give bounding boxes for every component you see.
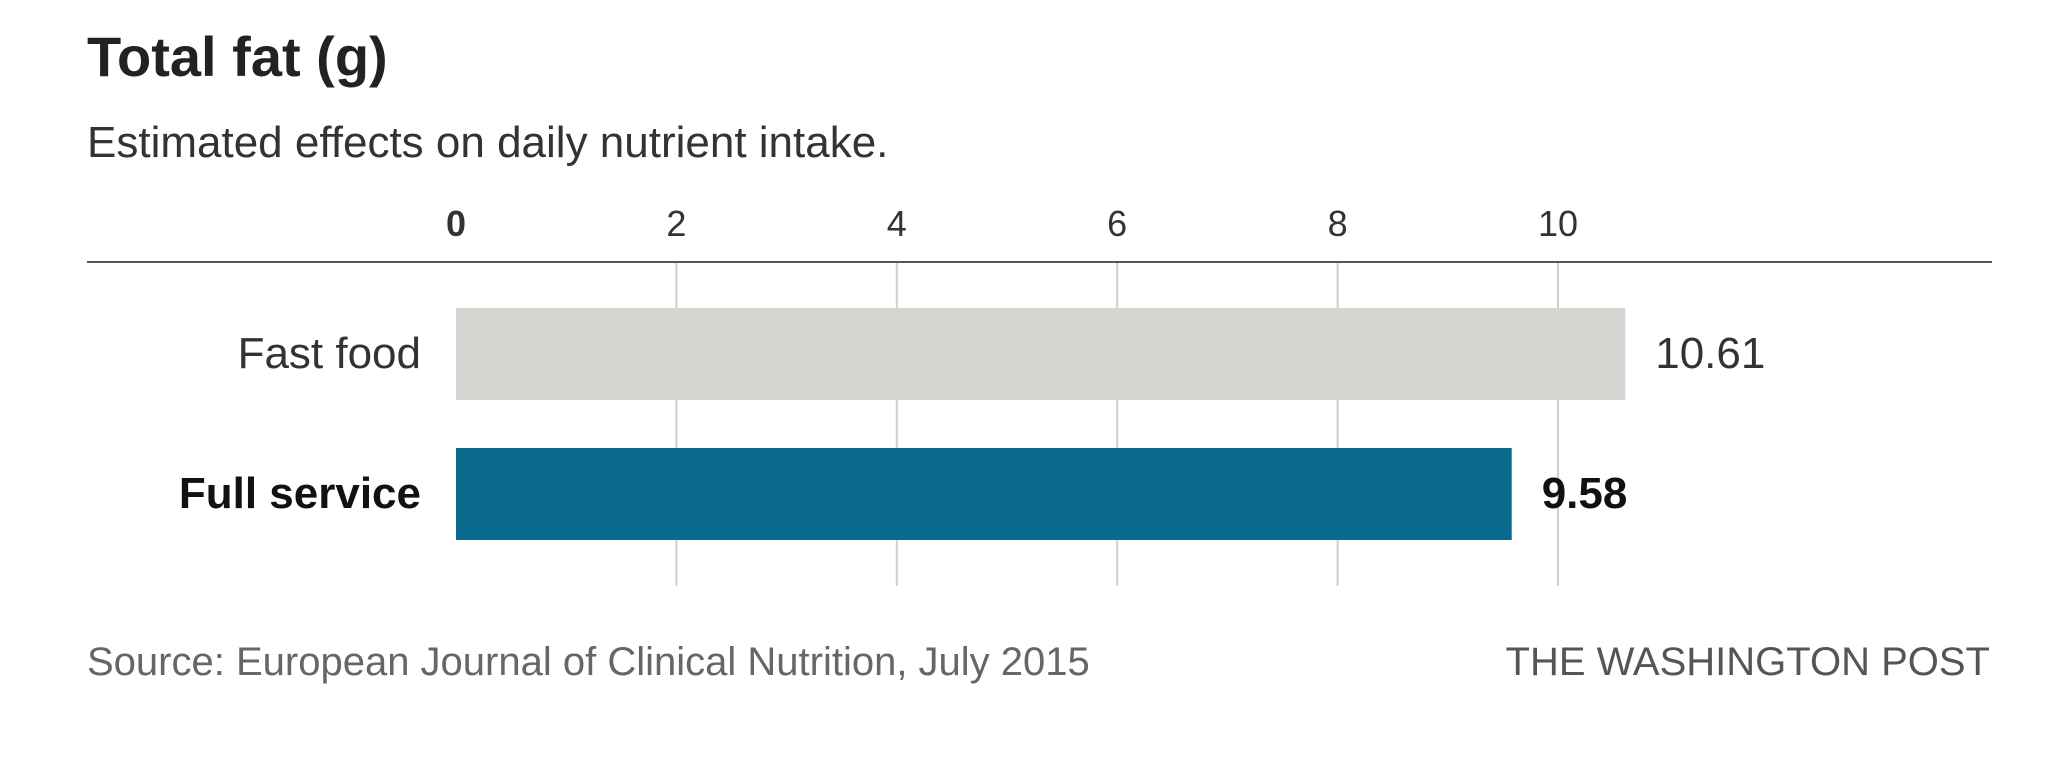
data-label: 10.61 bbox=[1655, 329, 1765, 378]
publisher-credit: THE WASHINGTON POST bbox=[1505, 640, 1990, 684]
category-label: Fast food bbox=[238, 329, 421, 378]
x-tick-label: 10 bbox=[1538, 203, 1578, 244]
category-label: Full service bbox=[179, 469, 421, 518]
source-note: Source: European Journal of Clinical Nut… bbox=[87, 640, 1090, 684]
bar bbox=[456, 448, 1512, 540]
chart-subtitle: Estimated effects on daily nutrient inta… bbox=[87, 118, 889, 167]
data-label: 9.58 bbox=[1542, 469, 1628, 518]
bar bbox=[456, 308, 1626, 400]
x-tick-label: 2 bbox=[666, 203, 686, 244]
x-tick-label: 6 bbox=[1107, 203, 1127, 244]
chart-title: Total fat (g) bbox=[87, 25, 388, 88]
x-tick-label: 0 bbox=[446, 203, 466, 244]
x-tick-label: 8 bbox=[1328, 203, 1348, 244]
x-tick-label: 4 bbox=[887, 203, 907, 244]
